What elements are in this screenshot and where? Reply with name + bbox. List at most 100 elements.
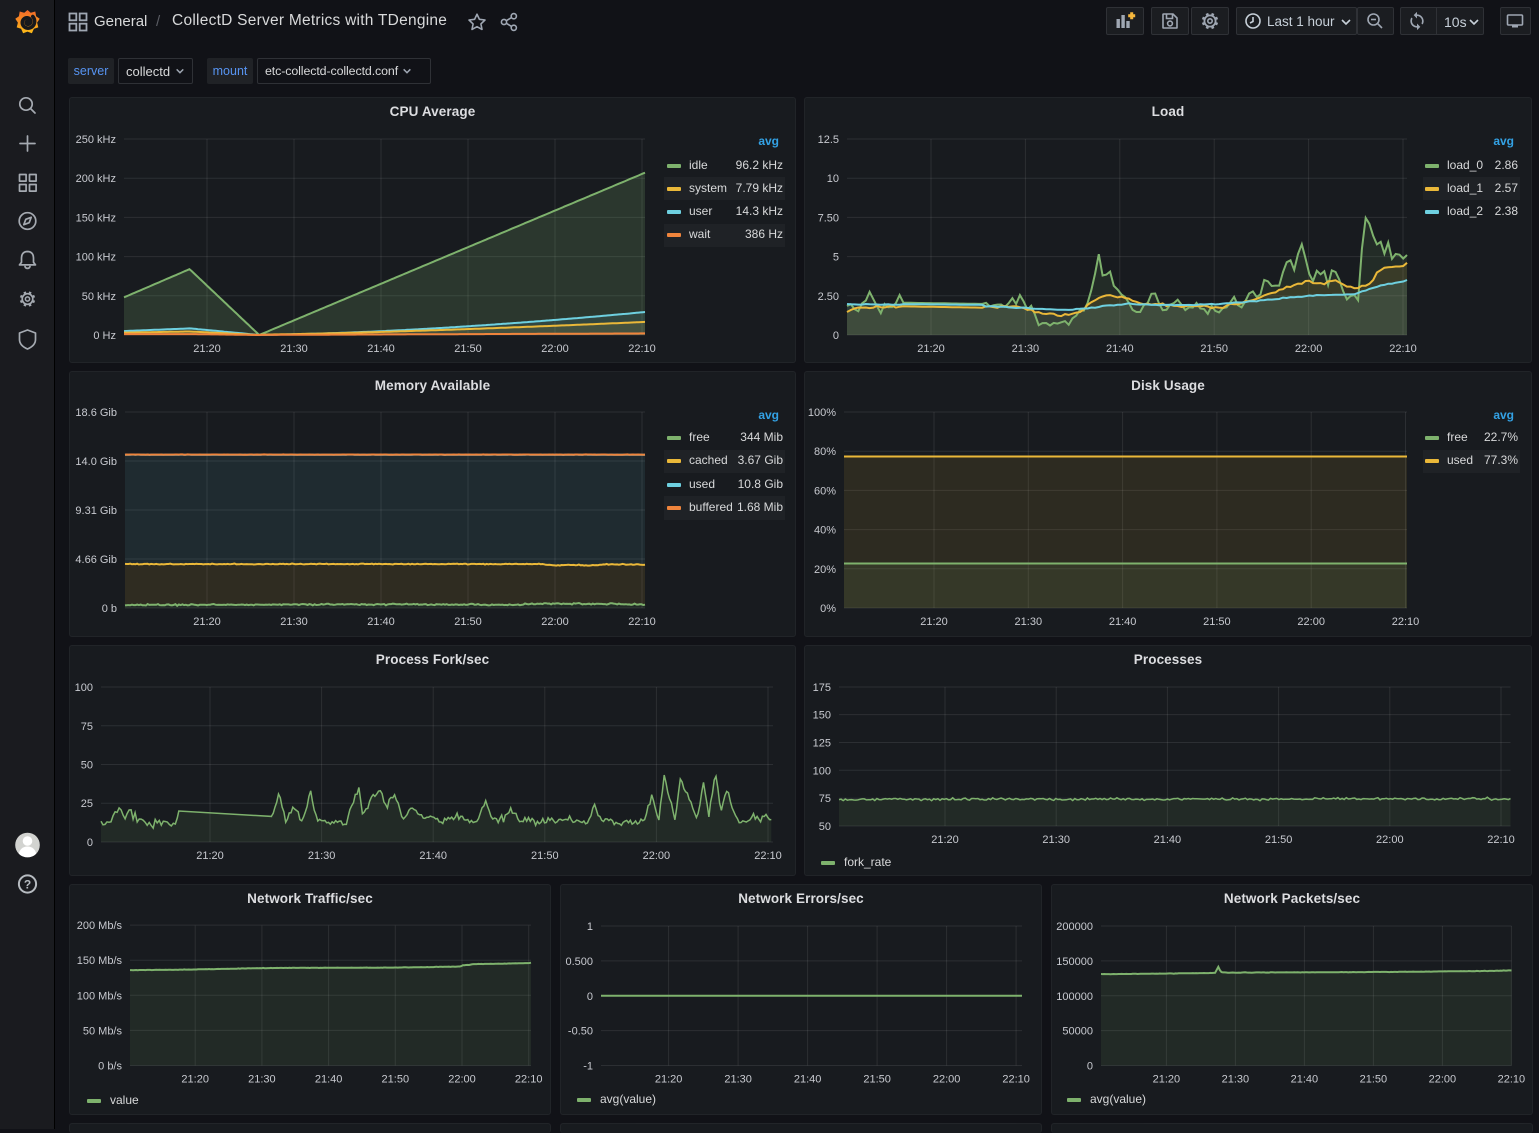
svg-text:21:20: 21:20: [931, 834, 959, 846]
svg-text:21:40: 21:40: [419, 850, 447, 862]
svg-text:0.500: 0.500: [565, 956, 593, 968]
svg-text:22:00: 22:00: [448, 1074, 476, 1086]
svg-text:21:20: 21:20: [920, 616, 948, 628]
svg-text:21:40: 21:40: [315, 1074, 343, 1086]
svg-text:14.0 Gib: 14.0 Gib: [75, 456, 117, 468]
svg-text:21:20: 21:20: [193, 616, 221, 628]
svg-text:22:10: 22:10: [1392, 616, 1420, 628]
svg-text:80%: 80%: [814, 446, 836, 458]
svg-text:5: 5: [833, 252, 839, 264]
svg-text:0: 0: [833, 330, 839, 342]
svg-text:21:20: 21:20: [193, 343, 221, 355]
svg-text:21:50: 21:50: [863, 1074, 891, 1086]
svg-text:21:50: 21:50: [1203, 616, 1231, 628]
svg-text:0%: 0%: [820, 603, 836, 615]
svg-text:22:00: 22:00: [1376, 834, 1404, 846]
svg-text:25: 25: [81, 798, 93, 810]
svg-text:75: 75: [81, 721, 93, 733]
svg-text:21:30: 21:30: [280, 616, 308, 628]
svg-text:1: 1: [587, 921, 593, 933]
svg-text:250 kHz: 250 kHz: [76, 134, 116, 146]
svg-text:100%: 100%: [808, 407, 836, 419]
svg-text:22:00: 22:00: [1297, 616, 1325, 628]
svg-text:-0.50: -0.50: [568, 1026, 593, 1038]
svg-text:22:00: 22:00: [541, 343, 569, 355]
svg-text:22:10: 22:10: [628, 343, 656, 355]
svg-text:21:50: 21:50: [1265, 834, 1293, 846]
svg-text:21:20: 21:20: [917, 343, 945, 355]
svg-text:150: 150: [813, 710, 831, 722]
svg-text:18.6 Gib: 18.6 Gib: [75, 407, 117, 419]
svg-text:4.66 Gib: 4.66 Gib: [75, 554, 117, 566]
svg-text:22:00: 22:00: [541, 616, 569, 628]
svg-text:0 b: 0 b: [102, 603, 117, 615]
svg-text:50 Mb/s: 50 Mb/s: [83, 1025, 123, 1037]
svg-text:150000: 150000: [1056, 956, 1093, 968]
svg-text:22:10: 22:10: [1498, 1074, 1526, 1086]
svg-text:22:00: 22:00: [1429, 1074, 1457, 1086]
svg-text:22:00: 22:00: [933, 1074, 961, 1086]
svg-text:21:30: 21:30: [308, 850, 336, 862]
svg-text:20%: 20%: [814, 564, 836, 576]
svg-text:21:40: 21:40: [1106, 343, 1134, 355]
svg-text:22:10: 22:10: [754, 850, 782, 862]
svg-text:40%: 40%: [814, 525, 836, 537]
svg-text:2.50: 2.50: [818, 291, 839, 303]
svg-text:21:50: 21:50: [1200, 343, 1228, 355]
svg-text:0: 0: [1087, 1061, 1093, 1073]
svg-text:50000: 50000: [1062, 1026, 1093, 1038]
svg-text:125: 125: [813, 738, 831, 750]
svg-text:21:30: 21:30: [1042, 834, 1070, 846]
svg-text:100000: 100000: [1056, 991, 1093, 1003]
svg-text:21:50: 21:50: [454, 616, 482, 628]
svg-text:100 Mb/s: 100 Mb/s: [77, 990, 123, 1002]
svg-text:21:20: 21:20: [181, 1074, 209, 1086]
svg-text:22:10: 22:10: [1389, 343, 1417, 355]
svg-text:22:00: 22:00: [643, 850, 671, 862]
svg-text:21:50: 21:50: [382, 1074, 410, 1086]
svg-text:50: 50: [819, 821, 831, 833]
svg-text:21:40: 21:40: [1109, 616, 1137, 628]
svg-text:22:00: 22:00: [1295, 343, 1323, 355]
svg-text:21:40: 21:40: [1154, 834, 1182, 846]
svg-text:22:10: 22:10: [1002, 1074, 1030, 1086]
svg-text:21:30: 21:30: [1015, 616, 1043, 628]
svg-text:22:10: 22:10: [628, 616, 656, 628]
svg-text:22:10: 22:10: [515, 1074, 543, 1086]
svg-text:21:20: 21:20: [1153, 1074, 1181, 1086]
svg-text:0 b/s: 0 b/s: [98, 1061, 122, 1073]
svg-text:9.31 Gib: 9.31 Gib: [75, 505, 117, 517]
svg-text:21:40: 21:40: [1291, 1074, 1319, 1086]
svg-text:21:30: 21:30: [1222, 1074, 1250, 1086]
svg-text:21:50: 21:50: [454, 343, 482, 355]
svg-text:100 kHz: 100 kHz: [76, 252, 116, 264]
svg-text:175: 175: [813, 682, 831, 694]
svg-text:21:20: 21:20: [196, 850, 224, 862]
svg-text:150 Mb/s: 150 Mb/s: [77, 955, 123, 967]
svg-text:21:30: 21:30: [248, 1074, 276, 1086]
svg-text:150 kHz: 150 kHz: [76, 212, 116, 224]
svg-text:100: 100: [813, 765, 831, 777]
svg-text:0: 0: [587, 991, 593, 1003]
svg-text:?: ?: [24, 878, 31, 892]
svg-text:0: 0: [87, 837, 93, 849]
svg-text:-1: -1: [583, 1061, 593, 1073]
svg-text:0 Hz: 0 Hz: [93, 330, 116, 342]
svg-text:200 kHz: 200 kHz: [76, 173, 116, 185]
svg-text:200000: 200000: [1056, 921, 1093, 933]
svg-text:100: 100: [75, 682, 93, 694]
svg-text:21:50: 21:50: [531, 850, 559, 862]
svg-text:75: 75: [819, 793, 831, 805]
svg-text:200 Mb/s: 200 Mb/s: [77, 920, 123, 932]
svg-text:21:50: 21:50: [1360, 1074, 1388, 1086]
svg-text:50: 50: [81, 760, 93, 772]
svg-text:21:30: 21:30: [280, 343, 308, 355]
svg-text:21:20: 21:20: [655, 1074, 683, 1086]
svg-text:7.50: 7.50: [818, 212, 839, 224]
svg-text:50 kHz: 50 kHz: [82, 291, 116, 303]
svg-text:21:30: 21:30: [724, 1074, 752, 1086]
svg-text:21:30: 21:30: [1012, 343, 1040, 355]
svg-text:12.5: 12.5: [818, 134, 839, 146]
svg-text:21:40: 21:40: [367, 343, 395, 355]
svg-text:10: 10: [827, 173, 839, 185]
